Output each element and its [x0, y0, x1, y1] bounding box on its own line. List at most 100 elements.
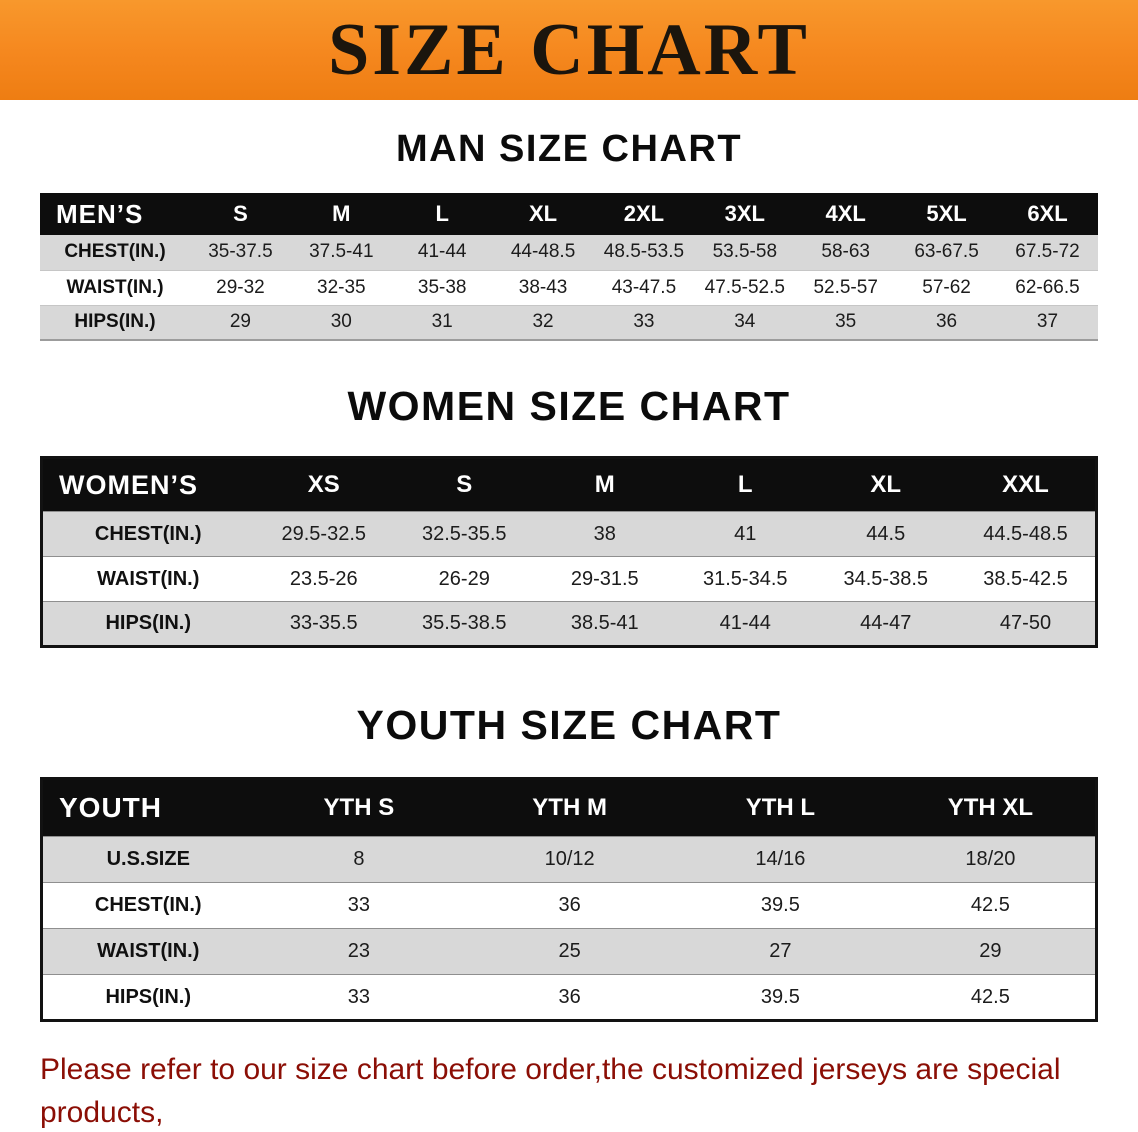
row-label: HIPS(IN.) [105, 612, 192, 634]
row-label: CHEST(IN.) [94, 522, 202, 545]
row-label: CHEST(IN.) [94, 894, 202, 916]
row-label: WAIST(IN.) [97, 940, 200, 962]
table-cell: 43-47.5 [611, 276, 677, 298]
column-header: 3XL [694, 193, 796, 235]
column-header: S [190, 193, 291, 235]
table-row: HIPS(IN.) 33-35.5 35.5-38.5 38.5-41 41-44 44-… [41, 601, 1097, 647]
table-cell: 29 [229, 311, 251, 333]
table-cell: 10/12 [544, 848, 595, 870]
table-cell: 38.5-41 [570, 612, 639, 634]
footer-notice: Please refer to our size chart before or… [0, 1048, 1138, 1132]
table-cell: 35 [835, 311, 857, 333]
table-cell: 39.5 [760, 894, 800, 916]
table-cell: 29-31.5 [570, 567, 639, 590]
table-cell: 33 [347, 894, 370, 916]
table-cell: 32 [532, 311, 554, 333]
table-cell: 14/16 [755, 848, 806, 870]
table-cell: 44.5 [866, 522, 906, 545]
table-cell: 53.5-58 [712, 241, 778, 263]
row-label: U.S.SIZE [106, 848, 190, 870]
table-cell: 32-35 [317, 276, 366, 298]
table-cell: 27 [769, 940, 792, 962]
table-cell: 37 [1036, 311, 1059, 333]
table-cell: 44-47 [860, 612, 912, 634]
table-cell: 29-32 [216, 276, 265, 298]
table-cell: 44-48.5 [510, 241, 576, 263]
table-cell: 39.5 [760, 985, 800, 1008]
table-cell: 57-62 [922, 276, 971, 298]
table-cell: 29.5-32.5 [281, 522, 366, 545]
table-cell: 36 [558, 894, 581, 916]
table-cell: 37.5-41 [309, 241, 374, 263]
page-title: SIZE CHART [328, 9, 810, 91]
table-cell: 34 [734, 311, 756, 333]
column-header: YTH XL [885, 778, 1097, 837]
column-header: 5XL [896, 193, 997, 235]
table-cell: 36 [558, 985, 581, 1008]
youth-size-table: YOUTH YTH S YTH M YTH L YTH XL U.S.SIZE 8 10/12… [40, 777, 1098, 1022]
table-row: U.S.SIZE 8 10/12 14/16 18/20 [41, 836, 1097, 883]
table-cell: 42.5 [970, 985, 1010, 1008]
men-size-section: MAN SIZE CHART MEN’S S M L XL 2XL 3XL 4XL 5XL 6XL… [0, 128, 1138, 341]
banner: SIZE CHART [0, 0, 1138, 100]
table-cell: 44.5-48.5 [983, 522, 1068, 545]
table-cell: 38-43 [518, 276, 568, 298]
table-cell: 58-63 [821, 241, 870, 263]
column-header: YTH L [675, 778, 886, 837]
women-size-table: WOMEN’S XS S M L XL XXL CHEST(IN.) 29.5-32.5 32.5… [40, 456, 1098, 648]
column-header: YTH M [464, 778, 675, 837]
table-row: CHEST(IN.) 35-37.5 37.5-41 41-44 44-48.5 48.5… [40, 235, 1098, 270]
table-row: HIPS(IN.) 29 30 31 32 33 34 35 36 37 [40, 305, 1098, 340]
table-row: HIPS(IN.) 33 36 39.5 42.5 [41, 974, 1097, 1021]
table-cell: 23.5-26 [289, 567, 358, 590]
table-cell: 62-66.5 [1015, 276, 1080, 298]
column-header: M [290, 193, 392, 235]
table-cell: 63-67.5 [914, 241, 979, 263]
table-row: WAIST(IN.) 23 25 27 29 [41, 928, 1097, 975]
column-header: L [675, 457, 816, 512]
men-section-heading: MAN SIZE CHART [395, 128, 743, 170]
table-cell: 31.5-34.5 [702, 567, 788, 590]
women-size-section: WOMEN SIZE CHART WOMEN’S XS S M L XL XXL CHEST(… [0, 383, 1138, 648]
header-row: YOUTH YTH S YTH M YTH L YTH XL [41, 778, 1097, 837]
table-cell: 35-38 [417, 276, 467, 298]
row-label: HIPS(IN.) [105, 985, 192, 1008]
row-label: HIPS(IN.) [74, 311, 156, 333]
column-header: S [394, 457, 535, 512]
table-cell: 38 [593, 522, 616, 545]
table-cell: 67.5-72 [1015, 241, 1080, 263]
column-header: 6XL [997, 193, 1098, 235]
table-corner-label: WOMEN’S [41, 457, 254, 512]
table-cell: 23 [347, 940, 370, 962]
table-row: WAIST(IN.) 23.5-26 26-29 29-31.5 31.5-34.5 34… [41, 556, 1097, 602]
table-cell: 25 [558, 940, 581, 962]
table-row: CHEST(IN.) 29.5-32.5 32.5-35.5 38 41 44.5 44.5… [41, 511, 1097, 557]
row-label: WAIST(IN.) [66, 276, 164, 298]
table-row: CHEST(IN.) 33 36 39.5 42.5 [41, 882, 1097, 929]
youth-size-section: YOUTH SIZE CHART YOUTH YTH S YTH M YTH L YTH… [0, 702, 1138, 1022]
table-cell: 32.5-35.5 [421, 522, 507, 545]
row-label: CHEST(IN.) [64, 241, 166, 263]
table-cell: 42.5 [970, 894, 1010, 916]
table-cell: 52.5-57 [813, 276, 878, 298]
table-cell: 38.5-42.5 [983, 567, 1068, 590]
column-header: YTH S [253, 778, 465, 837]
table-cell: 33-35.5 [289, 612, 358, 634]
table-cell: 8 [353, 848, 365, 870]
table-cell: 41-44 [719, 612, 771, 634]
table-cell: 41 [734, 522, 757, 545]
table-cell: 36 [935, 311, 958, 333]
table-cell: 35-37.5 [208, 241, 273, 263]
header-row: WOMEN’S XS S M L XL XXL [41, 457, 1097, 512]
column-header: 4XL [795, 193, 897, 235]
column-header: XL [815, 457, 956, 512]
table-cell: 31 [431, 311, 453, 333]
women-section-heading: WOMEN SIZE CHART [347, 383, 791, 429]
column-header: XXL [956, 457, 1097, 512]
table-cell: 41-44 [417, 241, 467, 263]
column-header: XL [492, 193, 594, 235]
table-cell: 47-50 [999, 612, 1052, 634]
table-cell: 26-29 [438, 567, 490, 590]
table-row: WAIST(IN.) 29-32 32-35 35-38 38-43 43-47.5 47.… [40, 270, 1098, 305]
